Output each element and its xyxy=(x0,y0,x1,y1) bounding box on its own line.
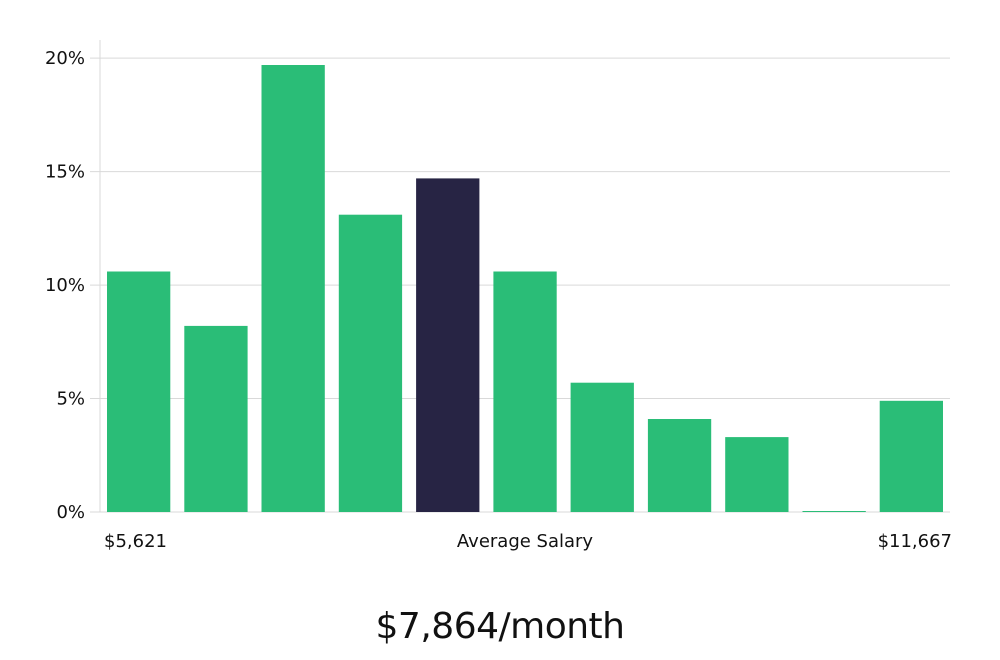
average-salary-headline: $7,864/month xyxy=(375,606,625,647)
bar xyxy=(647,419,712,512)
y-tick-label: 20% xyxy=(45,48,85,69)
x-label-center: Average Salary xyxy=(457,531,594,552)
bar xyxy=(107,271,171,512)
bar xyxy=(570,382,634,512)
y-axis-ticks: 0% 5% 10% 15% 20% xyxy=(45,48,85,523)
y-tick-label: 5% xyxy=(56,389,85,410)
y-tick-label: 10% xyxy=(45,275,85,296)
bar xyxy=(725,437,789,512)
bar xyxy=(184,325,248,512)
bar xyxy=(261,65,325,512)
y-tick-label: 0% xyxy=(56,502,85,523)
bar xyxy=(879,400,943,512)
y-tick-label: 15% xyxy=(45,162,85,183)
salary-histogram: 0% 5% 10% 15% 20% $5,621 Average Salary $11,… xyxy=(45,40,952,552)
bar xyxy=(493,271,557,512)
x-label-min: $5,621 xyxy=(104,531,167,552)
bars xyxy=(107,65,943,512)
bar xyxy=(802,511,866,512)
bar xyxy=(338,214,403,512)
bar-average-salary xyxy=(416,178,480,512)
x-label-max: $11,667 xyxy=(878,531,952,552)
